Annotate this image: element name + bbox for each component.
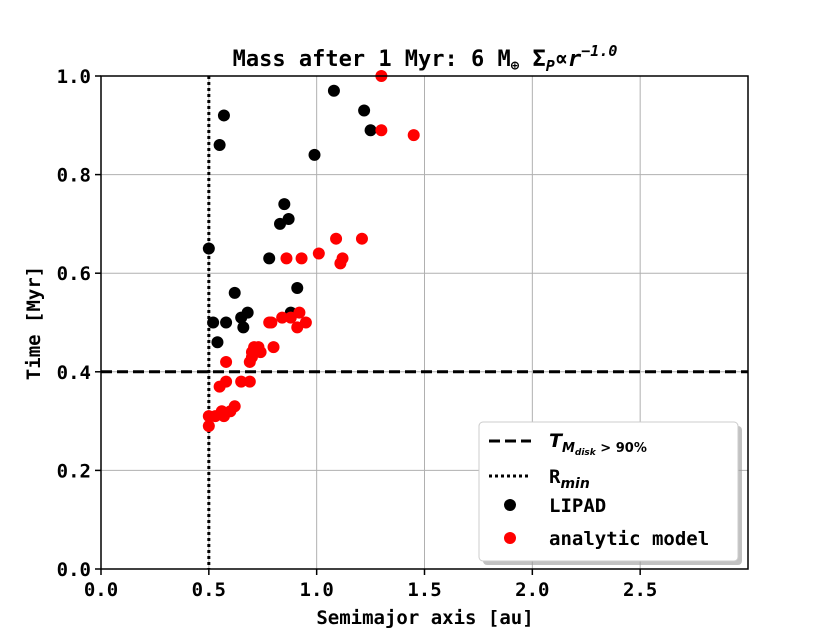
legend-label-tm-disk: TMdisk > 90% <box>549 430 647 458</box>
title-exponent: −1.0 <box>581 42 617 60</box>
x-tick-label: 1.5 <box>407 579 441 601</box>
analytic-model-point <box>254 346 267 359</box>
lipad-point <box>228 286 241 299</box>
x-tick-label: 1.0 <box>300 579 334 601</box>
x-tick-label: 0.5 <box>192 579 226 601</box>
title-earth-symbol: ⊕ <box>511 58 520 74</box>
lipad-point <box>291 281 304 294</box>
lipad-point <box>220 316 233 329</box>
title-sigma-sub: P <box>546 57 555 75</box>
chart-title: Mass after 1 Myr: 6 M⊕ ΣP∝r−1.0 <box>233 42 618 75</box>
analytic-model-point <box>355 232 368 245</box>
lipad-point <box>207 316 220 329</box>
analytic-model-point <box>280 252 293 265</box>
lipad-point <box>278 198 291 211</box>
analytic-model-point <box>220 375 233 388</box>
analytic-model-point <box>375 124 388 137</box>
x-tick-label: 0.0 <box>84 579 118 601</box>
lipad-point <box>237 321 250 334</box>
legend-lipad-marker-icon <box>504 499 516 511</box>
y-axis-label: Time [Myr] <box>23 266 45 380</box>
analytic-model-point <box>407 129 420 142</box>
lipad-point <box>211 336 224 349</box>
legend-t: T <box>549 430 564 452</box>
analytic-model-point <box>336 252 349 265</box>
axis-ticks: 0.0 0.5 1.0 1.5 2.0 2.5 0.0 0.2 0.4 0.6 0.8 1.0 <box>57 66 658 601</box>
y-tick-label: 0.2 <box>57 460 91 482</box>
analytic-model-point <box>293 306 306 319</box>
legend-box <box>478 421 739 562</box>
lipad-point <box>202 242 215 255</box>
analytic-model-point <box>299 316 312 329</box>
analytic-model-point <box>202 420 215 433</box>
title-propto: ∝ <box>555 47 568 72</box>
analytic-model-point <box>267 341 280 354</box>
lipad-point <box>217 109 230 122</box>
legend-analytic-marker-icon <box>504 532 516 544</box>
legend-t-rest: > 90% <box>596 441 647 456</box>
lipad-point <box>327 84 340 97</box>
x-tick-label: 2.5 <box>623 579 657 601</box>
lipad-point <box>213 139 226 152</box>
x-axis-label: Semimajor axis [au] <box>316 607 533 629</box>
analytic-model-point <box>330 232 343 245</box>
title-sigma: Σ <box>532 47 545 72</box>
analytic-model-point <box>220 355 233 368</box>
y-tick-label: 0.6 <box>57 263 91 285</box>
y-tick-label: 0.8 <box>57 165 91 187</box>
data-points <box>202 70 420 433</box>
analytic-model-point <box>235 375 248 388</box>
analytic-model-point <box>276 311 289 324</box>
legend-label-rmin: Rmin <box>549 466 590 492</box>
legend-t-subsub: disk <box>575 448 597 458</box>
lipad-point <box>263 252 276 265</box>
analytic-model-point <box>265 316 278 329</box>
lipad-point <box>308 148 321 161</box>
lipad-point <box>282 212 295 225</box>
title-prefix: Mass after 1 Myr: 6 M <box>233 47 511 72</box>
y-tick-label: 0.0 <box>57 559 91 581</box>
y-tick-label: 1.0 <box>57 66 91 88</box>
x-tick-label: 2.0 <box>515 579 549 601</box>
analytic-model-point <box>312 247 325 260</box>
analytic-model-point <box>295 252 308 265</box>
lipad-point <box>358 104 371 117</box>
analytic-model-point <box>228 400 241 413</box>
analytic-model-point <box>243 375 256 388</box>
lipad-point <box>364 124 377 137</box>
legend: TMdisk > 90% Rmin LIPAD analytic model <box>478 421 742 565</box>
legend-label-lipad: LIPAD <box>549 495 606 517</box>
legend-r: R <box>549 466 561 488</box>
legend-r-sub: min <box>560 476 589 492</box>
title-r: r <box>568 47 582 72</box>
y-tick-label: 0.4 <box>57 362 91 384</box>
legend-label-analytic: analytic model <box>549 528 709 550</box>
lipad-point <box>241 306 254 319</box>
legend-t-sub: M <box>562 441 575 456</box>
